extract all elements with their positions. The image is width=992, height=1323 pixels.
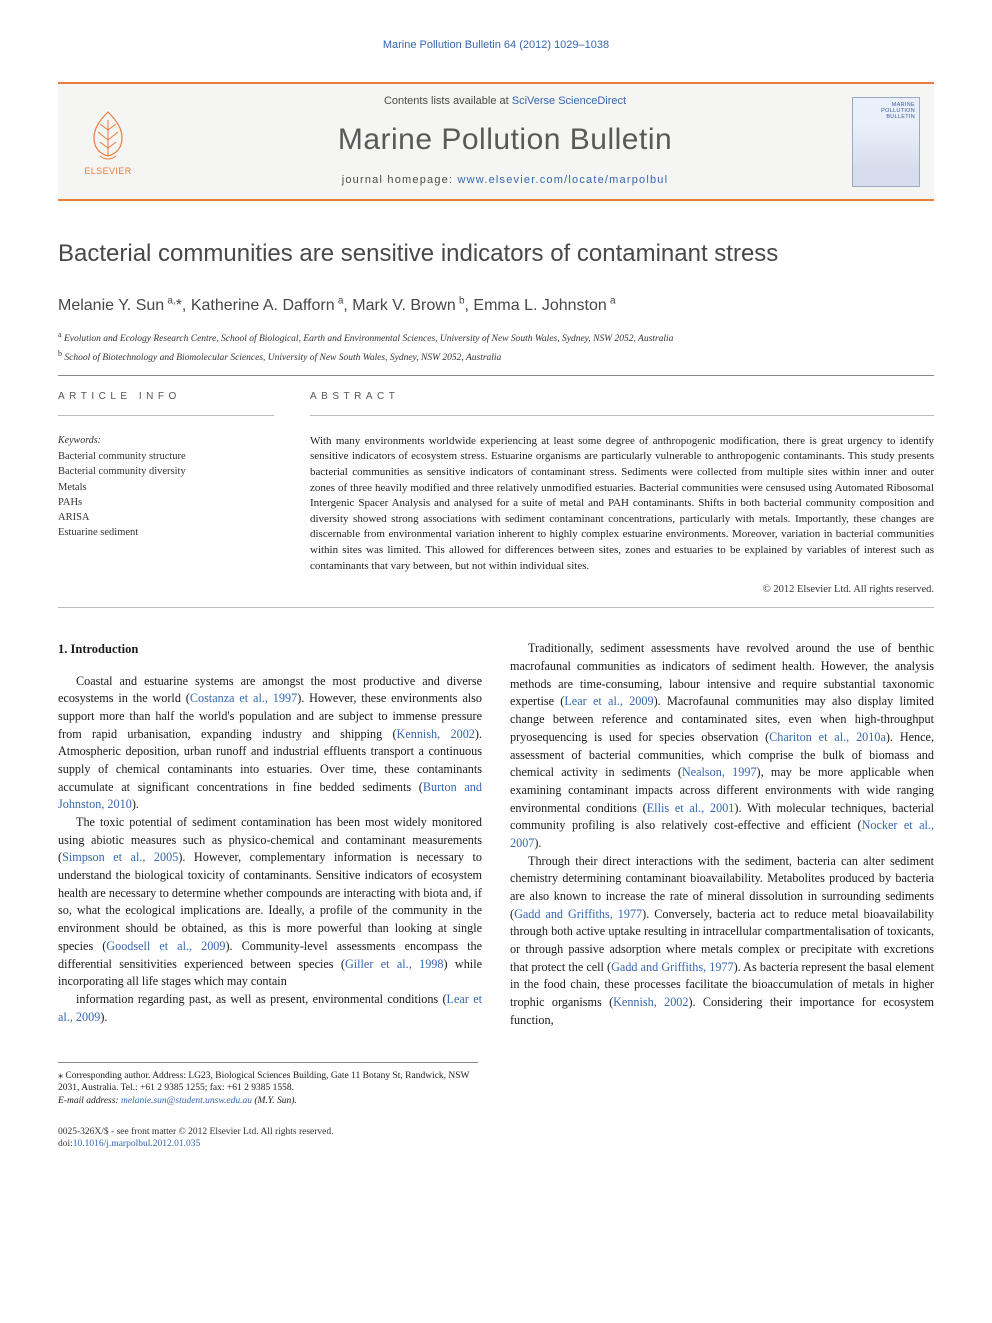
publisher-logo: ELSEVIER: [72, 102, 144, 182]
section-heading-intro: 1. Introduction: [58, 640, 482, 658]
article-title: Bacterial communities are sensitive indi…: [58, 237, 934, 272]
corr-email-link[interactable]: melanie.sun@student.unsw.edu.au: [121, 1096, 252, 1106]
cover-title: MARINE POLLUTION BULLETIN: [857, 102, 915, 120]
copyright-line: © 2012 Elsevier Ltd. All rights reserved…: [310, 582, 934, 597]
corr-email-line: E-mail address: melanie.sun@student.unsw…: [58, 1095, 478, 1108]
keyword: Bacterial community diversity: [58, 464, 274, 479]
journal-homepage-line: journal homepage: www.elsevier.com/locat…: [158, 173, 852, 189]
journal-cover-thumbnail: MARINE POLLUTION BULLETIN: [852, 97, 920, 187]
body-paragraph: The toxic potential of sediment contamin…: [58, 814, 482, 991]
contents-available-line: Contents lists available at SciVerse Sci…: [158, 94, 852, 110]
affiliations: a Evolution and Ecology Research Centre,…: [58, 329, 934, 365]
body-paragraph: Through their direct interactions with t…: [510, 853, 934, 1030]
affiliation-a: a Evolution and Ecology Research Centre,…: [58, 329, 934, 346]
article-info-label: ARTICLE INFO: [58, 390, 274, 405]
keyword: PAHs: [58, 495, 274, 510]
abstract-text: With many environments worldwide experie…: [310, 415, 934, 574]
rule-divider: [58, 375, 934, 376]
journal-masthead: ELSEVIER Contents lists available at Sci…: [58, 82, 934, 201]
footer-meta: 0025-326X/$ - see front matter © 2012 El…: [58, 1126, 934, 1151]
running-header: Marine Pollution Bulletin 64 (2012) 1029…: [58, 38, 934, 54]
keyword: Metals: [58, 480, 274, 495]
keywords-heading: Keywords:: [58, 415, 274, 449]
doi-link[interactable]: 10.1016/j.marpolbul.2012.01.035: [73, 1139, 200, 1149]
body-paragraph: information regarding past, as well as p…: [58, 991, 482, 1026]
sciencedirect-link[interactable]: SciVerse ScienceDirect: [512, 95, 626, 107]
email-label: E-mail address:: [58, 1096, 119, 1106]
author-list: Melanie Y. Sun a,*, Katherine A. Dafforn…: [58, 294, 934, 317]
doi-line: doi:10.1016/j.marpolbul.2012.01.035: [58, 1138, 934, 1150]
article-info-col: ARTICLE INFO Keywords: Bacterial communi…: [58, 390, 274, 597]
corresponding-author-footnote: ⁎ Corresponding author. Address: LG23, B…: [58, 1062, 478, 1108]
info-abstract-row: ARTICLE INFO Keywords: Bacterial communi…: [58, 390, 934, 597]
body-two-columns: 1. Introduction Coastal and estuarine sy…: [58, 640, 934, 1029]
rule-divider: [58, 607, 934, 608]
affiliation-b: b School of Biotechnology and Biomolecul…: [58, 348, 934, 365]
keywords-list: Bacterial community structureBacterial c…: [58, 449, 274, 540]
masthead-center: Contents lists available at SciVerse Sci…: [158, 94, 852, 189]
page: Marine Pollution Bulletin 64 (2012) 1029…: [0, 0, 992, 1181]
body-paragraph: Traditionally, sediment assessments have…: [510, 640, 934, 852]
keyword: Bacterial community structure: [58, 449, 274, 464]
abstract-col: ABSTRACT With many environments worldwid…: [310, 390, 934, 597]
publisher-name: ELSEVIER: [84, 165, 131, 178]
elsevier-tree-icon: [80, 106, 136, 162]
contents-prefix: Contents lists available at: [384, 95, 512, 107]
journal-name: Marine Pollution Bulletin: [158, 118, 852, 162]
corr-address: ⁎ Corresponding author. Address: LG23, B…: [58, 1069, 478, 1096]
homepage-prefix: journal homepage:: [342, 174, 458, 186]
homepage-link[interactable]: www.elsevier.com/locate/marpolbul: [457, 174, 668, 186]
body-paragraph: Coastal and estuarine systems are amongs…: [58, 673, 482, 815]
keyword: Estuarine sediment: [58, 525, 274, 540]
issn-copyright-line: 0025-326X/$ - see front matter © 2012 El…: [58, 1126, 934, 1138]
keyword: ARISA: [58, 510, 274, 525]
doi-prefix: doi:: [58, 1139, 73, 1149]
corr-email-suffix: (M.Y. Sun).: [254, 1096, 296, 1106]
abstract-label: ABSTRACT: [310, 390, 934, 405]
